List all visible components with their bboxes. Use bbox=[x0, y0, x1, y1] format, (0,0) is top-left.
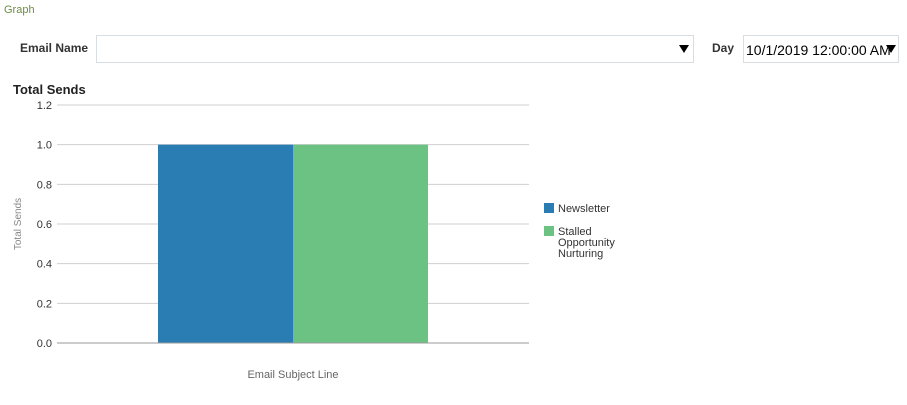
y-tick-label: 1.0 bbox=[37, 140, 52, 152]
legend-label[interactable]: Newsletter bbox=[558, 203, 610, 215]
y-tick-label: 0.4 bbox=[37, 259, 52, 271]
y-tick-label: 0.2 bbox=[37, 298, 52, 310]
x-axis-label: Email Subject Line bbox=[247, 369, 338, 381]
y-tick-label: 0.8 bbox=[37, 179, 52, 191]
y-tick-label: 0.0 bbox=[37, 338, 52, 350]
chart-title: Total Sends bbox=[13, 82, 86, 97]
legend-swatch[interactable] bbox=[544, 226, 554, 236]
day-label: Day bbox=[712, 41, 735, 55]
chevron-down-icon bbox=[886, 45, 896, 53]
legend-label[interactable]: Stalled Opportunity Nurturing bbox=[558, 226, 615, 260]
day-value: 10/1/2019 12:00:00 AM bbox=[746, 42, 891, 58]
email-name-select[interactable] bbox=[96, 35, 694, 63]
bar bbox=[158, 144, 293, 343]
bar bbox=[293, 144, 428, 343]
chevron-down-icon bbox=[679, 45, 689, 53]
y-tick-label: 1.2 bbox=[37, 100, 52, 112]
email-name-label: Email Name bbox=[20, 41, 89, 55]
legend-swatch[interactable] bbox=[544, 203, 554, 213]
day-select[interactable]: 10/1/2019 12:00:00 AM bbox=[743, 35, 899, 63]
y-axis-label: Total Sends bbox=[13, 198, 24, 250]
y-tick-label: 0.6 bbox=[37, 219, 52, 231]
graph-label: Graph bbox=[4, 4, 35, 16]
